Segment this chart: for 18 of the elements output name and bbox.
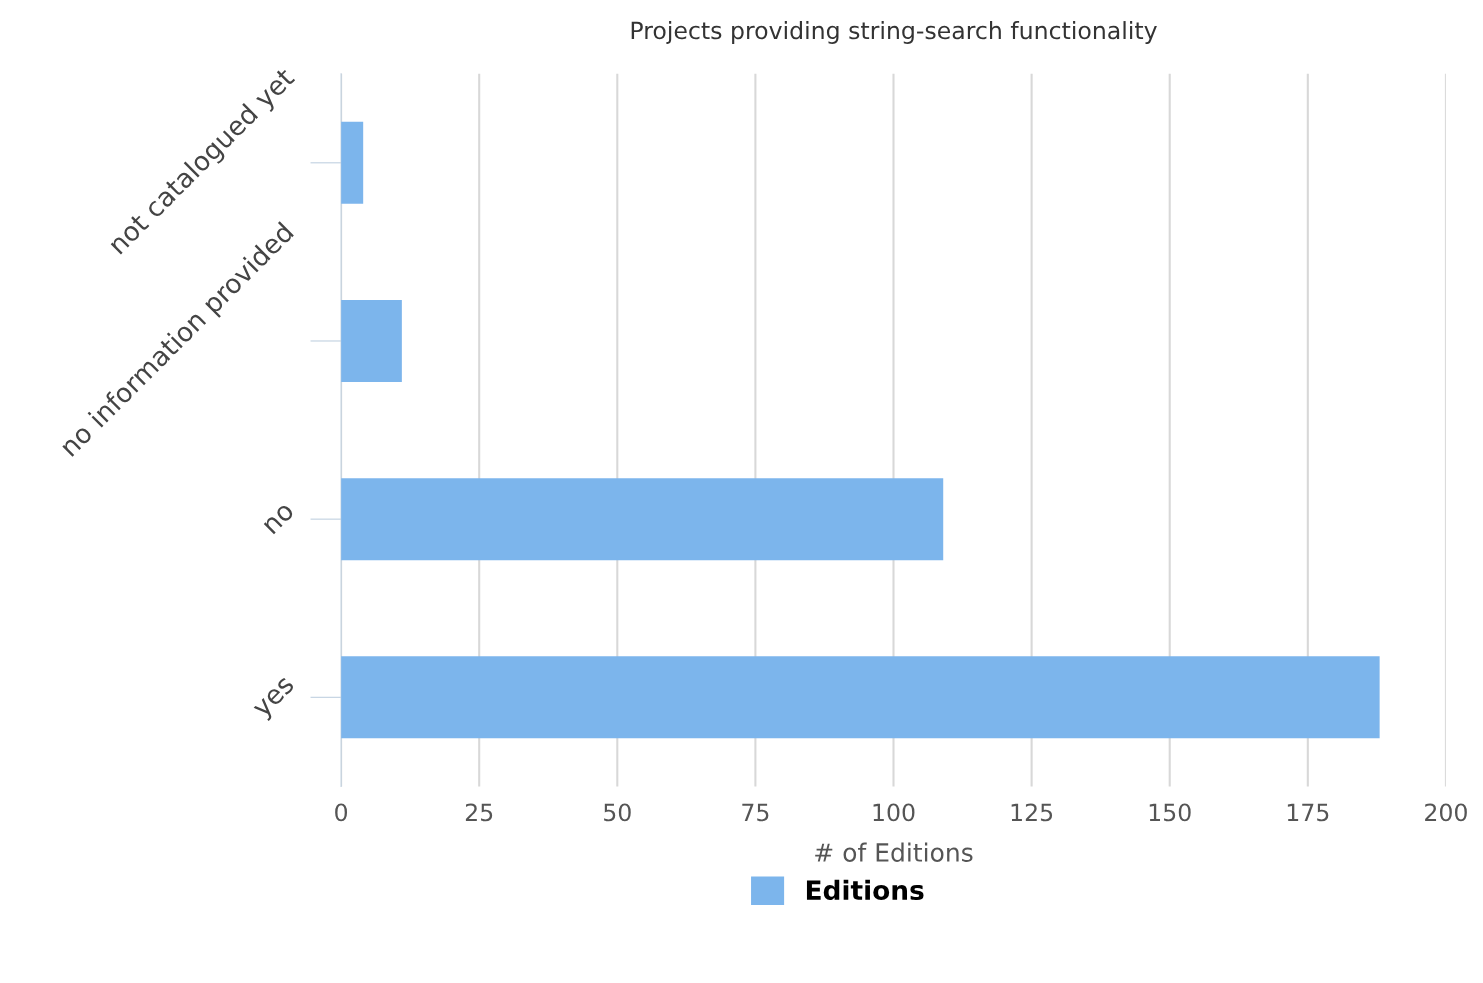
x-tick-label: 125 [1011,803,1053,822]
x-tick-label: 25 [465,803,493,822]
x-axis-title: # of Editions [815,842,973,862]
x-tick-label: 150 [1149,803,1191,822]
legend-label: Editions [806,879,924,901]
x-tick-label: 50 [604,803,631,822]
y-tick-label: yes [253,676,299,722]
bar [341,121,364,204]
y-tick-label: no [263,503,295,535]
x-tick-label: 175 [1287,803,1329,822]
x-tick-label: 100 [873,803,915,822]
chart-title: Projects providing string-search functionality [631,21,1157,44]
x-tick-label: 75 [742,803,769,822]
bar [341,478,944,561]
x-tick-label: 0 [335,803,348,822]
bar [341,656,1380,739]
bar [341,300,402,382]
x-tick-label: 200 [1425,803,1467,822]
